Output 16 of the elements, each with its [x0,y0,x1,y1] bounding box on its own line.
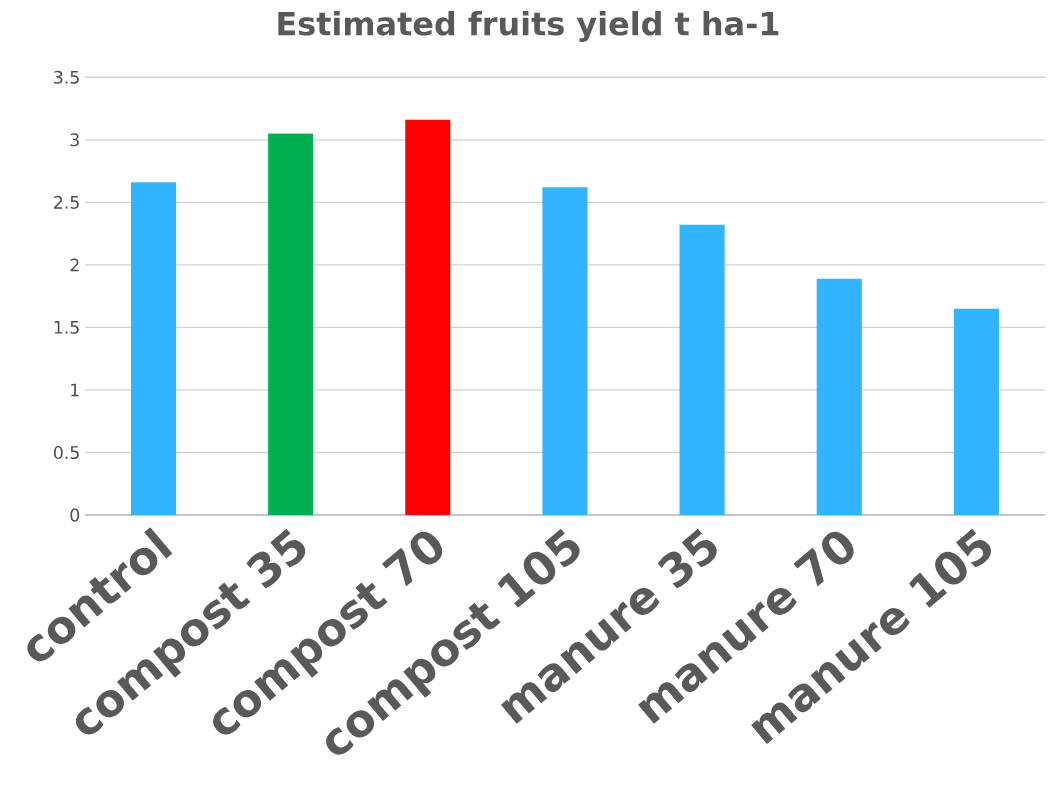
y-tick-label: 1.5 [54,321,79,334]
bar [679,224,725,516]
y-tick-label: 3 [70,133,79,147]
y-tick-label: 2.5 [54,195,79,209]
bar [542,187,588,516]
bar [953,308,999,516]
y-tick-label: 0.5 [53,445,79,460]
bar [130,182,177,516]
y-tick-label: 3.5 [54,70,79,84]
y-tick-label: 1 [71,383,79,397]
bar [816,278,862,516]
y-tick-label: 0 [70,508,80,522]
chart-title: Estimated fruits yield t ha-1 [278,10,779,42]
bar [405,119,451,516]
y-tick-label: 2 [70,258,79,272]
bar [268,133,314,516]
